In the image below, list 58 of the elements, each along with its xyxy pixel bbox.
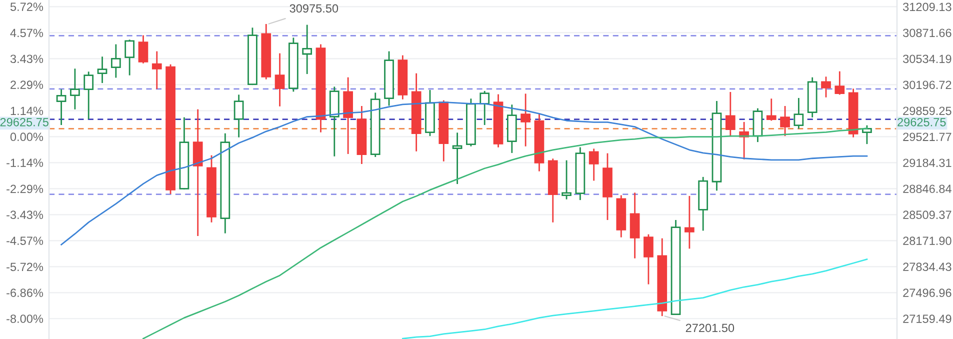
candlestick xyxy=(480,90,490,126)
candlestick xyxy=(766,98,776,121)
candlestick xyxy=(862,125,872,144)
candlestick xyxy=(192,109,203,236)
y2-tick-label: -1.14% xyxy=(6,158,44,167)
y-tick-label: 29184.31 xyxy=(903,158,952,168)
candlestick xyxy=(274,53,285,106)
candlestick xyxy=(124,40,134,76)
candlestick xyxy=(70,68,80,110)
candlestick xyxy=(452,132,462,184)
candlestick xyxy=(520,94,530,146)
y-tick-label: 29521.77 xyxy=(903,132,952,142)
y2-tick-label: 4.57% xyxy=(10,28,44,38)
y2-tick-label: -5.72% xyxy=(6,262,44,272)
ref-line-label: 29625.75 xyxy=(0,118,49,126)
candlestick xyxy=(834,71,845,95)
candlestick xyxy=(630,192,640,258)
y2-tick-label: 2.29% xyxy=(10,80,44,89)
candlestick xyxy=(684,196,694,249)
y2-tick-label: -2.29% xyxy=(6,184,44,194)
y2-tick-label: 1.14% xyxy=(10,106,44,116)
line-series xyxy=(402,258,868,339)
y-tick-label: 30196.72 xyxy=(903,80,952,90)
y2-tick-label: 3.43% xyxy=(10,54,44,64)
candlestick xyxy=(794,98,804,129)
y-tick-label: 28171.90 xyxy=(903,236,952,246)
y-tick-label: 28846.84 xyxy=(903,184,952,194)
annotation: 27201.50 xyxy=(686,324,734,332)
candlestick xyxy=(152,51,162,90)
y2-tick-label: 0.00% xyxy=(10,132,44,142)
candlestick xyxy=(110,44,121,78)
y-tick-label: 27834.43 xyxy=(903,262,952,272)
y-tick-label: 27159.49 xyxy=(903,314,952,324)
y-tick-label: 30534.19 xyxy=(903,54,952,64)
candlestick xyxy=(84,72,94,120)
candlestick xyxy=(97,56,108,84)
candlestick xyxy=(588,148,599,181)
candlestick xyxy=(644,234,654,284)
y-tick-label: 31209.13 xyxy=(903,2,952,12)
candlestick xyxy=(562,160,572,200)
candlestick xyxy=(56,89,66,126)
candlestick xyxy=(302,24,312,74)
candlestick xyxy=(234,94,244,138)
candlestick xyxy=(821,76,831,98)
y-tick-label: 29859.25 xyxy=(903,106,952,116)
candlestick xyxy=(138,35,148,64)
y-tick-label: 27496.96 xyxy=(903,288,952,298)
y-tick-label: 28509.37 xyxy=(903,210,952,220)
candlestick xyxy=(780,106,790,136)
y2-tick-label: -3.43% xyxy=(6,210,44,220)
y2-tick-label: -6.86% xyxy=(6,288,44,298)
annotation: 30975.50 xyxy=(290,4,338,13)
text: 29625.75 xyxy=(898,118,946,126)
y2-tick-label: 5.72% xyxy=(10,2,44,11)
y2-tick-label: -4.57% xyxy=(6,236,44,245)
y-tick-label: 30871.66 xyxy=(903,28,952,38)
y2-tick-label: -8.00% xyxy=(6,314,44,323)
candlestick xyxy=(725,92,736,137)
